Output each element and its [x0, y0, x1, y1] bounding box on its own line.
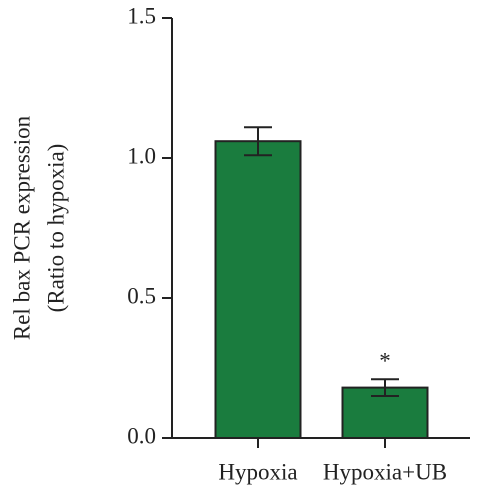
y-tick-label: 1.5 — [127, 3, 156, 28]
x-tick-label: Hypoxia+UB — [323, 459, 447, 484]
y-axis-label: Rel bax PCR expression — [9, 115, 34, 340]
y-tick-label: 0.0 — [127, 423, 156, 448]
y-tick-label: 0.5 — [127, 283, 156, 308]
x-tick-label: Hypoxia — [218, 459, 297, 484]
y-tick-label: 1.0 — [127, 143, 156, 168]
annotation: * — [379, 348, 391, 373]
bar — [214, 140, 302, 439]
y-axis-label: (Ratio to hypoxia) — [43, 144, 68, 313]
